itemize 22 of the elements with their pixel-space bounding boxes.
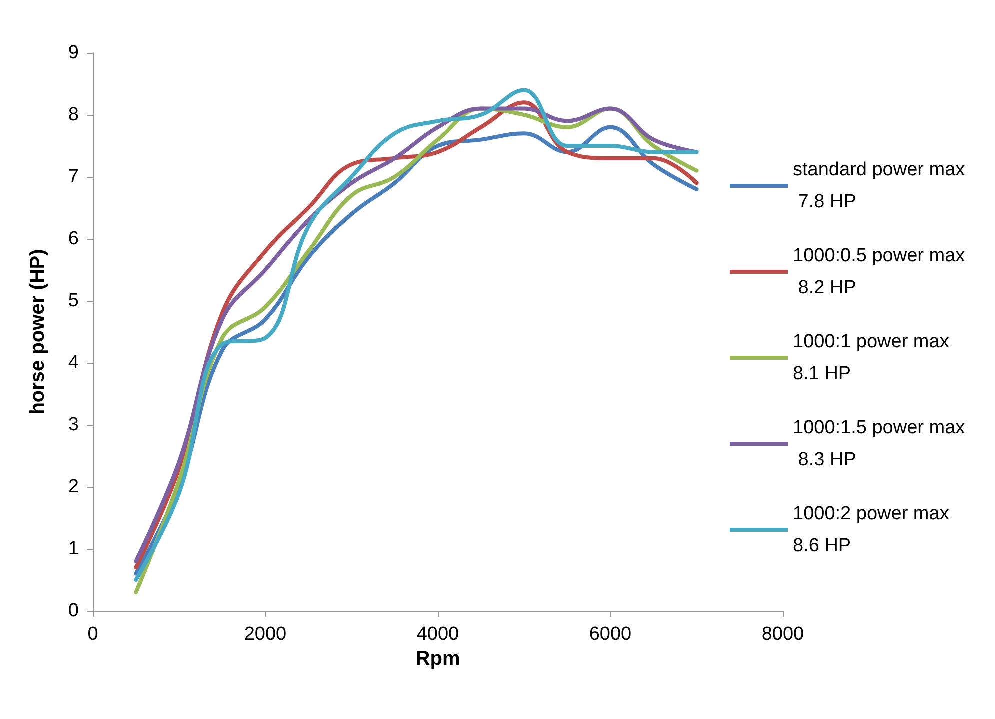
legend-label: 1000:1.5 power max 8.3 HP: [793, 418, 966, 470]
x-tick-label: 2000: [244, 624, 287, 645]
y-tick-label: 2: [68, 476, 79, 498]
y-axis-title: horse power (HP): [27, 249, 49, 415]
x-tick-label: 4000: [416, 624, 460, 645]
y-tick-label: 7: [68, 166, 79, 188]
y-tick-label: 6: [68, 228, 79, 250]
x-tick-label: 8000: [762, 624, 804, 645]
legend-label: standard power max 7.8 HP: [793, 160, 966, 212]
y-tick-label: 5: [68, 290, 79, 312]
y-tick-label: 1: [68, 538, 79, 560]
y-tick-label: 9: [68, 42, 79, 64]
x-tick-label: 6000: [589, 624, 632, 645]
y-tick-label: 3: [68, 414, 79, 436]
legend-label: 1000:2 power max 8.6 HP: [793, 504, 955, 556]
x-tick-label: 0: [88, 624, 98, 645]
legend-label: 1000:1 power max 8.1 HP: [793, 332, 955, 384]
y-tick-label: 8: [68, 104, 79, 126]
x-axis-title: Rpm: [416, 648, 460, 670]
y-tick-label: 4: [68, 352, 80, 374]
legend-label: 1000:0.5 power max 8.2 HP: [793, 246, 966, 298]
y-tick-label: 0: [68, 600, 79, 622]
